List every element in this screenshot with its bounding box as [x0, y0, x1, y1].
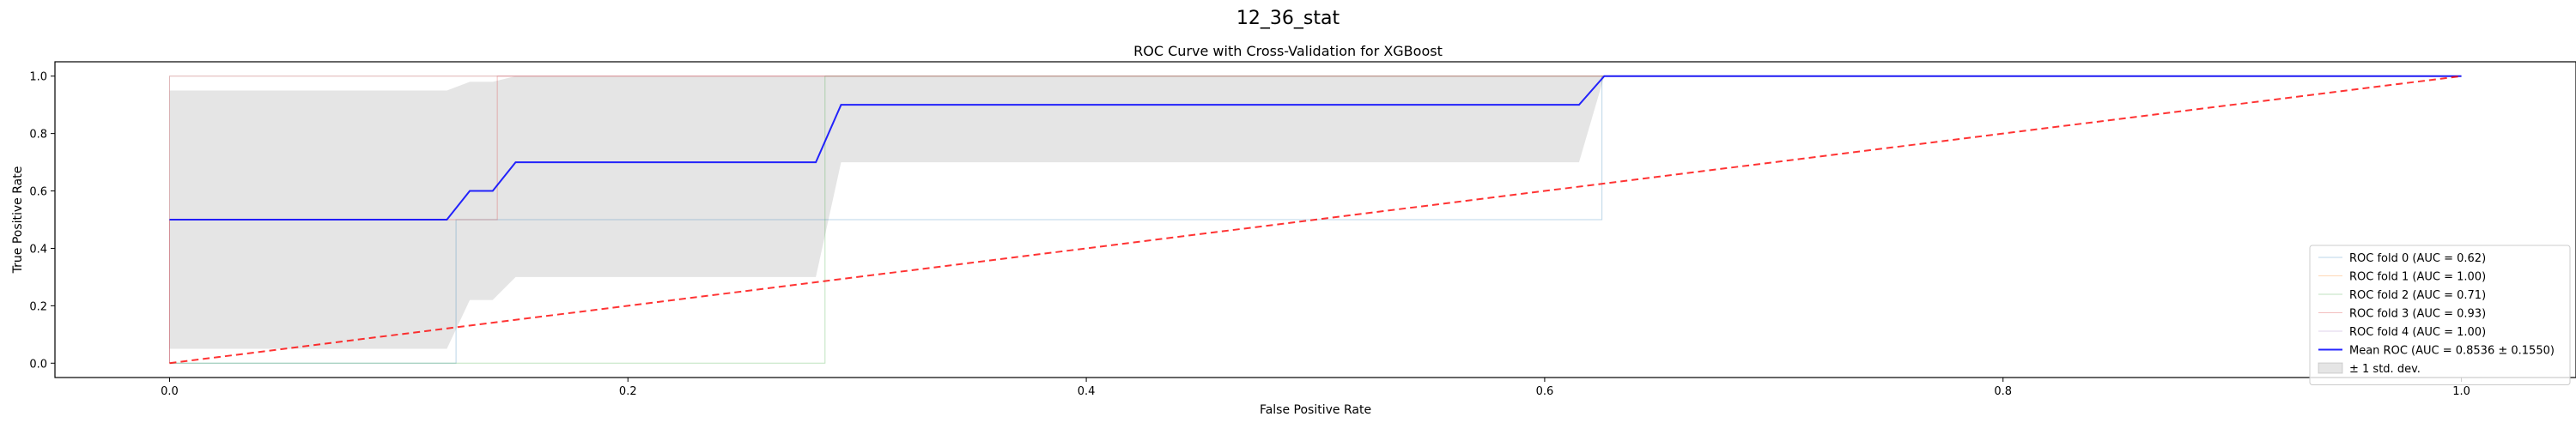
- x-tick-label: 0.6: [1536, 385, 1554, 398]
- x-tick-label: 1.0: [2452, 385, 2470, 398]
- chart-title: ROC Curve with Cross-Validation for XGBo…: [1133, 43, 1443, 59]
- legend: ROC fold 0 (AUC = 0.62) ROC fold 1 (AUC =…: [2309, 245, 2571, 385]
- y-tick-label: 0.2: [29, 300, 47, 313]
- figure-suptitle: 12_36_stat: [1236, 8, 1340, 29]
- std-dev-band: [169, 76, 2462, 349]
- x-tick-label: 0.8: [1994, 385, 2012, 398]
- legend-entry-label: ROC fold 4 (AUC = 1.00): [2349, 326, 2486, 339]
- legend-entry-label: ROC fold 2 (AUC = 0.71): [2349, 289, 2486, 302]
- y-tick-label: 0.6: [29, 186, 47, 199]
- chance-line: [169, 75, 2462, 365]
- legend-entry-label: ± 1 std. dev.: [2349, 363, 2421, 376]
- mean-roc-line: [169, 75, 2462, 221]
- y-axis-label: True Positive Rate: [11, 166, 25, 275]
- axes-frame: [54, 61, 2576, 378]
- y-tick-label: 1.0: [29, 71, 47, 84]
- legend-box: [2309, 245, 2571, 385]
- y-tick-label: 0.0: [29, 358, 47, 371]
- legend-entry-label: Mean ROC (AUC = 0.8536 ± 0.1550): [2349, 345, 2555, 358]
- y-tick-label: 0.8: [29, 129, 47, 142]
- x-tick-label: 0.0: [161, 385, 179, 398]
- x-tick-label: 0.4: [1078, 385, 1096, 398]
- legend-entry-label: ROC fold 3 (AUC = 0.93): [2349, 308, 2486, 321]
- x-axis-label: False Positive Rate: [1260, 403, 1371, 417]
- legend-entry-label: ROC fold 1 (AUC = 1.00): [2349, 271, 2486, 284]
- legend-entry-label: ROC fold 0 (AUC = 0.62): [2349, 252, 2486, 265]
- legend-swatch: [2318, 362, 2343, 374]
- x-tick-label: 0.2: [619, 385, 637, 398]
- y-tick-label: 0.4: [29, 243, 47, 256]
- roc-fold-3-line: [168, 76, 2462, 364]
